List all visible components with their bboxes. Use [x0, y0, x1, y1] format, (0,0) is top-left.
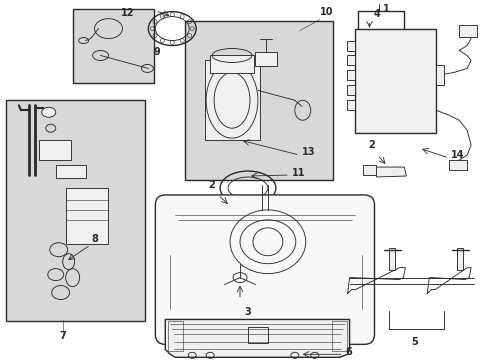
Bar	[331, 321, 346, 351]
Bar	[346, 71, 354, 80]
Text: 5: 5	[410, 337, 417, 347]
Bar	[346, 41, 354, 50]
Polygon shape	[39, 140, 71, 160]
Text: 1: 1	[382, 4, 388, 14]
Bar	[6, 100, 145, 321]
Bar	[247, 328, 267, 343]
Polygon shape	[165, 319, 349, 357]
Polygon shape	[374, 167, 406, 177]
Text: 11: 11	[291, 168, 305, 178]
FancyBboxPatch shape	[155, 195, 374, 345]
Bar	[346, 55, 354, 66]
Bar	[185, 21, 332, 180]
Text: 7: 7	[59, 332, 66, 341]
Bar	[254, 53, 276, 67]
Text: 6: 6	[345, 347, 352, 357]
Text: 2: 2	[367, 140, 374, 150]
Text: 12: 12	[120, 8, 134, 18]
Bar	[346, 85, 354, 95]
Text: 9: 9	[153, 48, 160, 58]
Bar	[448, 160, 466, 170]
Bar	[458, 24, 476, 37]
Text: 4: 4	[373, 9, 380, 19]
Text: 14: 14	[450, 150, 464, 160]
Text: 10: 10	[319, 6, 332, 17]
Bar	[388, 248, 395, 270]
Bar	[168, 321, 183, 351]
Bar	[205, 60, 260, 140]
Ellipse shape	[41, 107, 56, 117]
Bar	[354, 28, 435, 133]
Text: 3: 3	[244, 306, 250, 316]
Bar	[346, 100, 354, 110]
Polygon shape	[56, 165, 85, 178]
Bar	[456, 248, 462, 270]
Polygon shape	[216, 207, 251, 218]
Bar	[73, 9, 154, 84]
Text: 2: 2	[207, 180, 214, 190]
Bar	[362, 165, 376, 175]
Text: 13: 13	[301, 147, 315, 157]
Bar	[435, 66, 443, 85]
Text: 8: 8	[91, 234, 98, 244]
Bar	[65, 188, 107, 244]
Bar	[210, 55, 253, 73]
